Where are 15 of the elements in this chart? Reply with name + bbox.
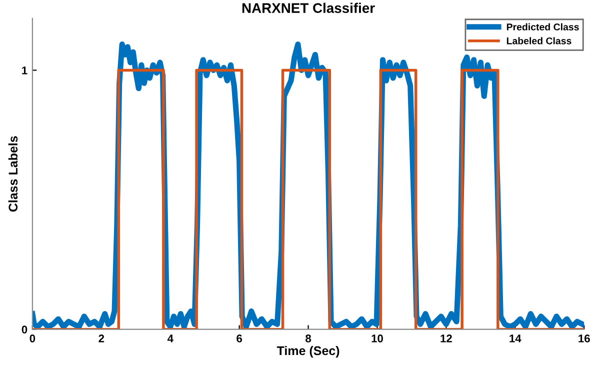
x-tick-label: 12: [440, 334, 452, 342]
legend-label: Predicted Class: [506, 23, 579, 30]
y-tick-label: 1: [22, 66, 28, 74]
x-tick-label: 6: [236, 334, 242, 342]
chart-title: NARXNET Classifier: [242, 2, 375, 13]
x-tick-label: 16: [578, 334, 590, 342]
x-tick-label: 0: [30, 334, 36, 342]
x-tick-label: 14: [510, 334, 522, 342]
x-tick-label: 10: [372, 334, 383, 342]
x-tick-label: 8: [306, 334, 312, 342]
x-tick-label: 2: [98, 334, 104, 342]
y-axis-title: Class Labels: [8, 136, 18, 212]
legend-label: Labeled Class: [506, 37, 572, 44]
x-tick-label: 4: [167, 334, 174, 342]
x-axis-title: Time (Sec): [276, 346, 340, 358]
